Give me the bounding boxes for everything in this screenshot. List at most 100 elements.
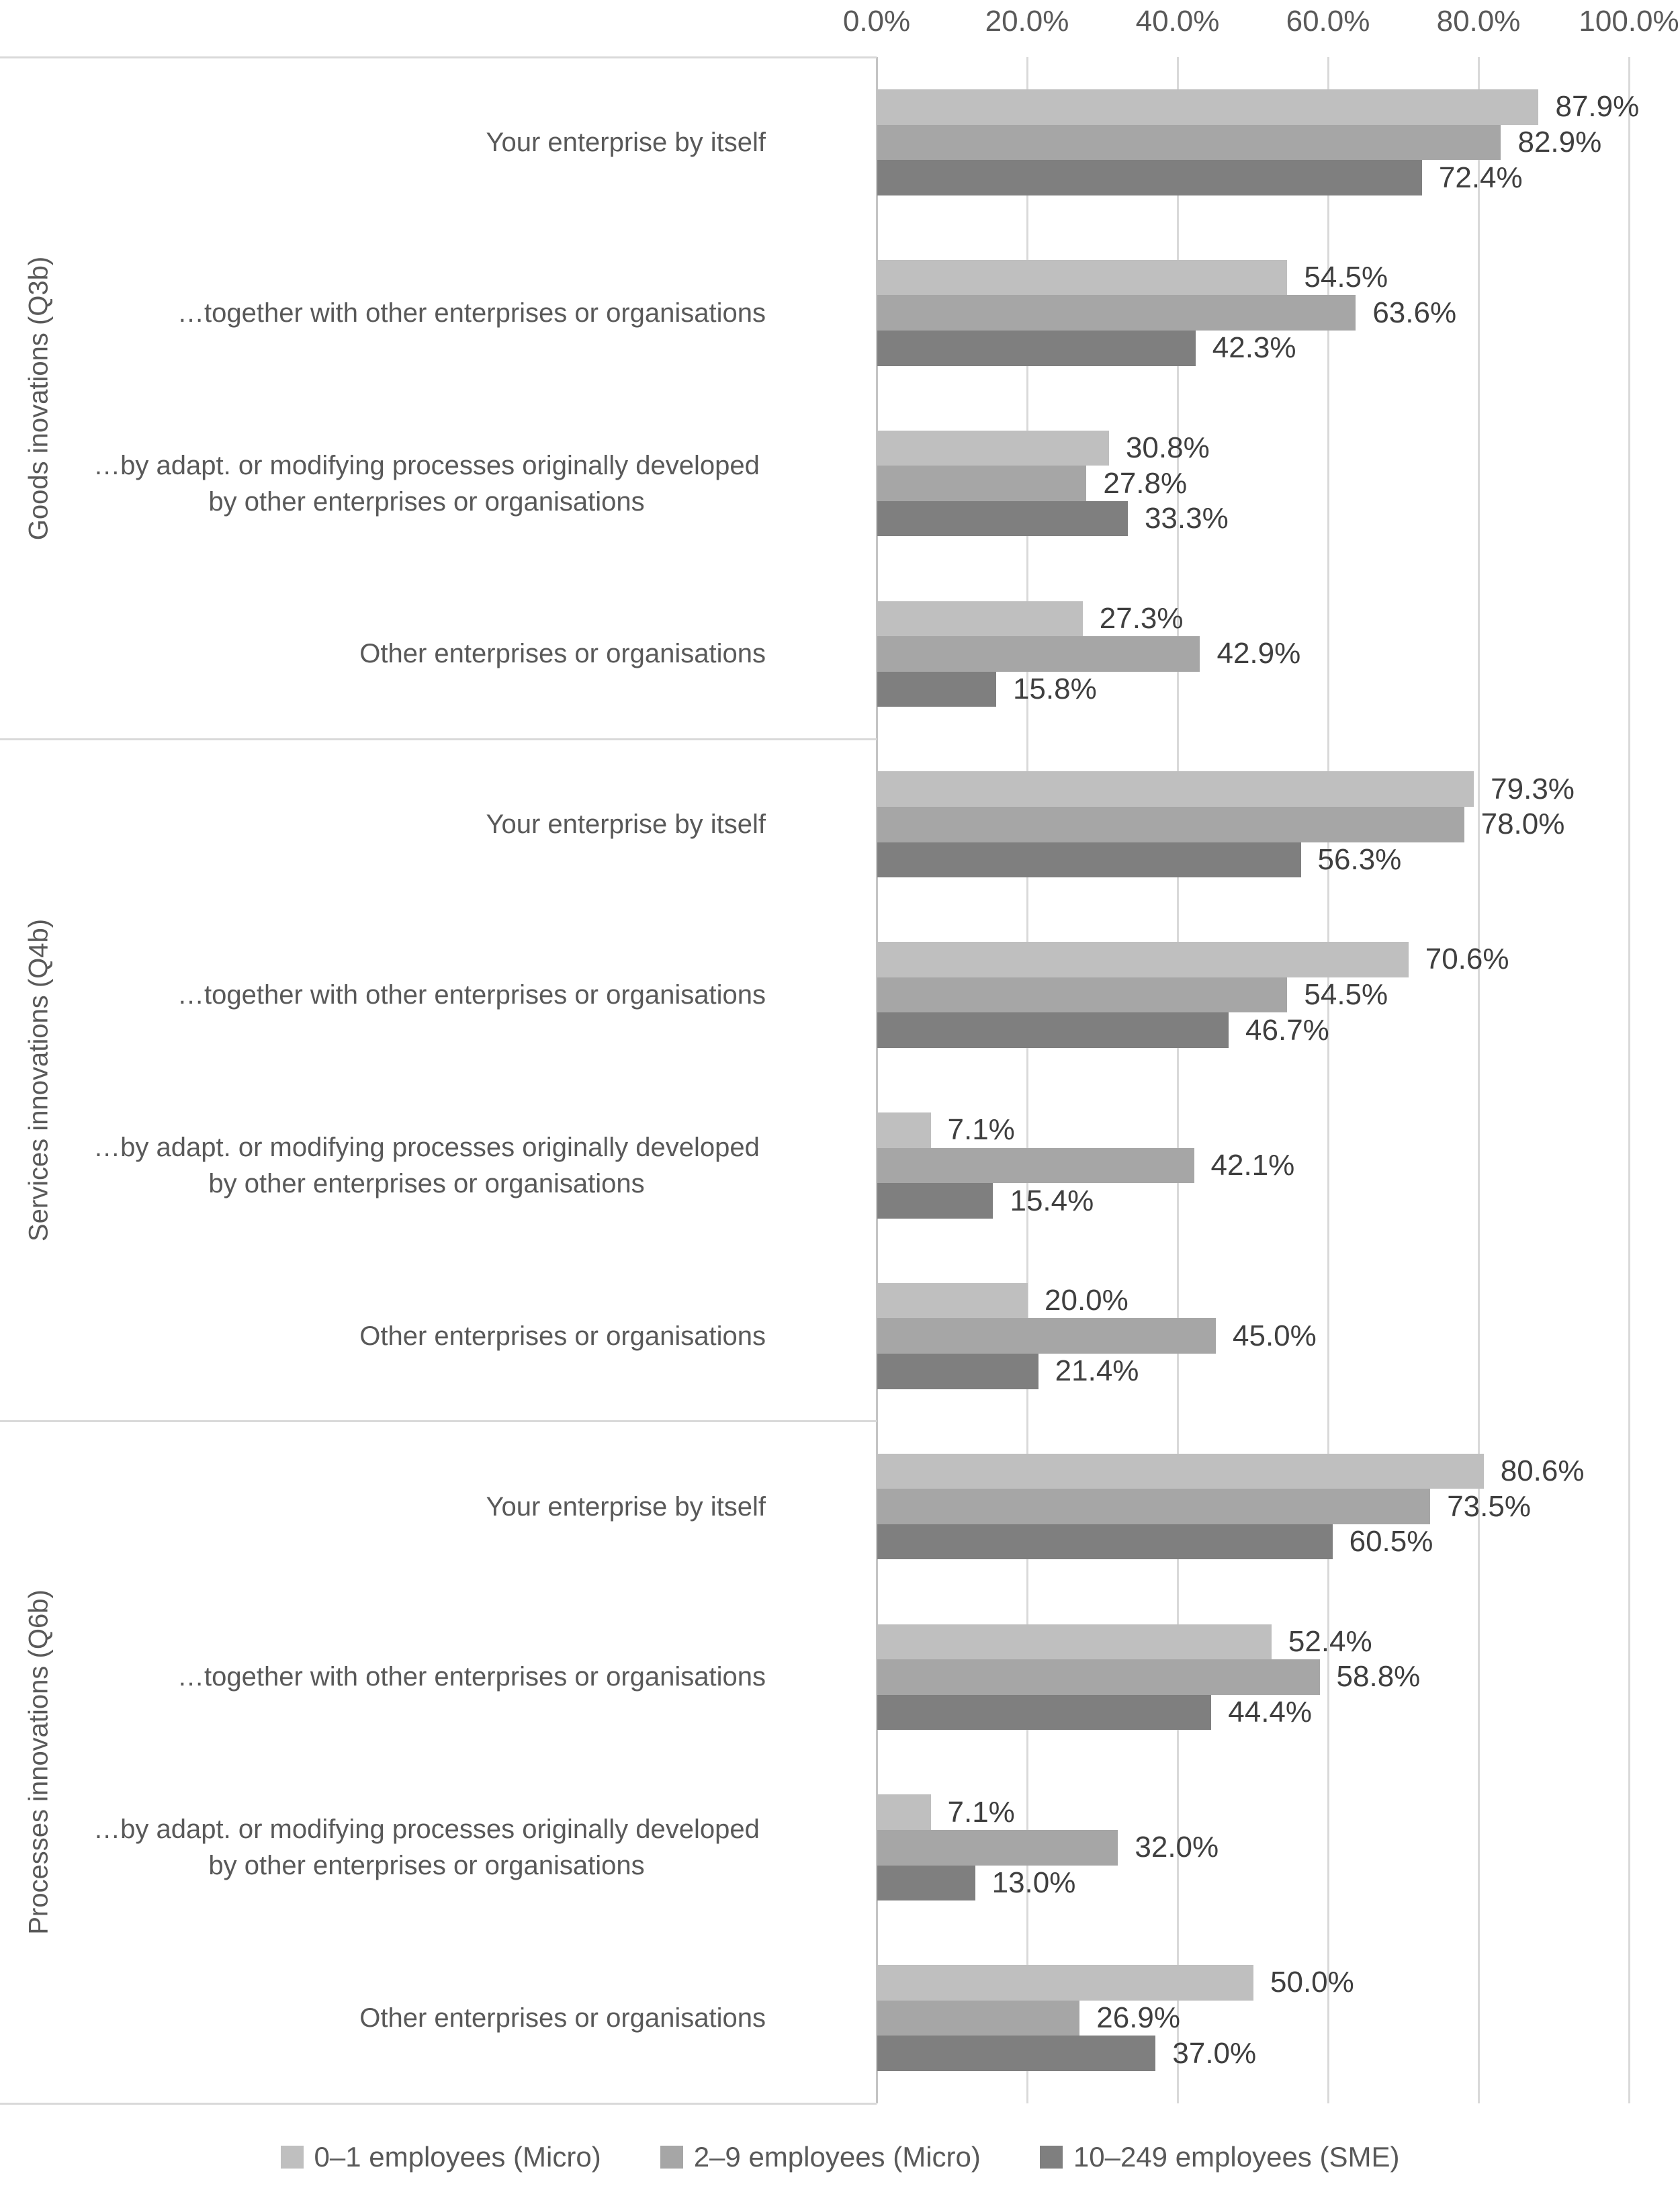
bar-sme-10-249: [877, 160, 1422, 195]
value-label: 15.8%: [1012, 672, 1097, 705]
value-label: 87.9%: [1555, 90, 1640, 124]
bar-micro-0-1: [877, 1624, 1272, 1660]
gridline: [1327, 57, 1329, 2103]
gridline: [1026, 57, 1028, 2103]
bar-sme-10-249: [877, 2036, 1156, 2071]
value-label: 72.4%: [1438, 161, 1523, 194]
chart-top-border: [0, 56, 877, 58]
bar-sme-10-249: [877, 1524, 1333, 1560]
category-label: Your enterprise by itself: [87, 739, 766, 910]
x-axis-tick-label: 0.0%: [842, 5, 911, 38]
bar-sme-10-249: [877, 1694, 1212, 1731]
value-label: 42.9%: [1217, 637, 1301, 670]
bar-micro-0-1: [877, 259, 1288, 296]
x-axis-tick-label: 100.0%: [1579, 5, 1679, 38]
category-label: …together with other enterprises or orga…: [87, 228, 766, 398]
bar-sme-10-249: [877, 1354, 1038, 1389]
gridline: [1477, 57, 1480, 2103]
bar-micro-2-9: [877, 466, 1087, 501]
value-label: 58.8%: [1336, 1660, 1421, 1694]
chart-bottom-border: [0, 2102, 877, 2105]
bar-micro-0-1: [877, 89, 1539, 125]
category-label: …by adapt. or modifying processes origin…: [87, 1080, 766, 1251]
bar-micro-2-9: [877, 1147, 1194, 1184]
legend-label: 2–9 employees (Micro): [693, 2141, 981, 2173]
value-label: 20.0%: [1045, 1284, 1129, 1317]
x-axis-tick-label: 80.0%: [1436, 5, 1521, 38]
legend: 0–1 employees (Micro) 2–9 employees (Micr…: [0, 2131, 1680, 2183]
bar-sme-10-249: [877, 1865, 975, 1901]
bar-micro-2-9: [877, 977, 1288, 1013]
gridline: [1176, 57, 1179, 2103]
bar-micro-0-1: [877, 1965, 1253, 2001]
bar-sme-10-249: [877, 500, 1128, 537]
bar-micro-0-1: [877, 430, 1109, 466]
value-label: 7.1%: [947, 1113, 1015, 1147]
bar-sme-10-249: [877, 1183, 993, 1219]
bar-micro-0-1: [877, 1453, 1484, 1489]
bar-micro-0-1: [877, 942, 1409, 977]
value-label: 37.0%: [1172, 2036, 1257, 2070]
value-label: 54.5%: [1304, 978, 1388, 1012]
category-label: …by adapt. or modifying processes origin…: [87, 1762, 766, 1933]
legend-label: 10–249 employees (SME): [1073, 2141, 1400, 2173]
legend-swatch: [660, 2146, 683, 2169]
value-label: 80.6%: [1500, 1454, 1585, 1487]
bar-sme-10-249: [877, 671, 996, 707]
category-label-text: …together with other enterprises or orga…: [177, 1662, 766, 1692]
legend-label: 0–1 employees (Micro): [314, 2141, 601, 2173]
value-label: 44.4%: [1228, 1696, 1313, 1729]
value-label: 79.3%: [1491, 772, 1575, 805]
bar-micro-0-1: [877, 1112, 931, 1148]
value-label: 70.6%: [1425, 943, 1509, 976]
category-label-text: …by adapt. or modifying processes origin…: [93, 450, 760, 517]
value-label: 82.9%: [1517, 125, 1602, 159]
vertical-axis-line: [875, 57, 878, 2103]
value-label: 73.5%: [1447, 1489, 1531, 1523]
category-label-text: Other enterprises or organisations: [359, 1321, 766, 1351]
category-label-text: …by adapt. or modifying processes origin…: [93, 1132, 760, 1198]
category-label-text: Your enterprise by itself: [486, 1491, 766, 1522]
legend-swatch: [1039, 2146, 1063, 2169]
gridline: [1628, 57, 1630, 2103]
category-label: Other enterprises or organisations: [87, 1251, 766, 1422]
category-label-text: Other enterprises or organisations: [359, 639, 766, 669]
value-label: 33.3%: [1144, 502, 1229, 535]
value-label: 15.4%: [1010, 1184, 1094, 1217]
category-label-text: …together with other enterprises or orga…: [177, 298, 766, 328]
bar-micro-2-9: [877, 636, 1200, 672]
legend-item: 10–249 employees (SME): [1039, 2141, 1400, 2173]
value-label: 54.5%: [1304, 261, 1388, 294]
bar-micro-2-9: [877, 1659, 1320, 1695]
group-divider: [0, 1420, 877, 1423]
category-label: Other enterprises or organisations: [87, 569, 766, 740]
bar-micro-2-9: [877, 124, 1501, 161]
category-label: …together with other enterprises or orga…: [87, 910, 766, 1080]
bar-micro-0-1: [877, 1282, 1028, 1319]
category-label-text: …together with other enterprises or orga…: [177, 980, 766, 1010]
category-label-text: Other enterprises or organisations: [359, 2003, 766, 2034]
value-label: 27.3%: [1099, 601, 1184, 635]
x-axis-tick-label: 60.0%: [1286, 5, 1370, 38]
bar-sme-10-249: [877, 1012, 1229, 1048]
value-label: 50.0%: [1270, 1966, 1354, 1999]
legend-swatch: [280, 2146, 304, 2169]
value-label: 26.9%: [1096, 2001, 1181, 2035]
bar-sme-10-249: [877, 842, 1301, 878]
bar-micro-0-1: [877, 1794, 931, 1830]
bar-micro-2-9: [877, 2000, 1080, 2036]
group-divider: [0, 738, 877, 740]
legend-item: 0–1 employees (Micro): [280, 2141, 601, 2173]
bar-micro-2-9: [877, 1829, 1118, 1866]
value-label: 42.3%: [1212, 331, 1296, 365]
value-label: 60.5%: [1349, 1525, 1433, 1559]
value-label: 46.7%: [1245, 1013, 1329, 1047]
bar-micro-2-9: [877, 1489, 1431, 1524]
value-label: 32.0%: [1135, 1831, 1219, 1864]
category-label-text: Your enterprise by itself: [486, 810, 766, 840]
value-label: 30.8%: [1125, 431, 1210, 464]
